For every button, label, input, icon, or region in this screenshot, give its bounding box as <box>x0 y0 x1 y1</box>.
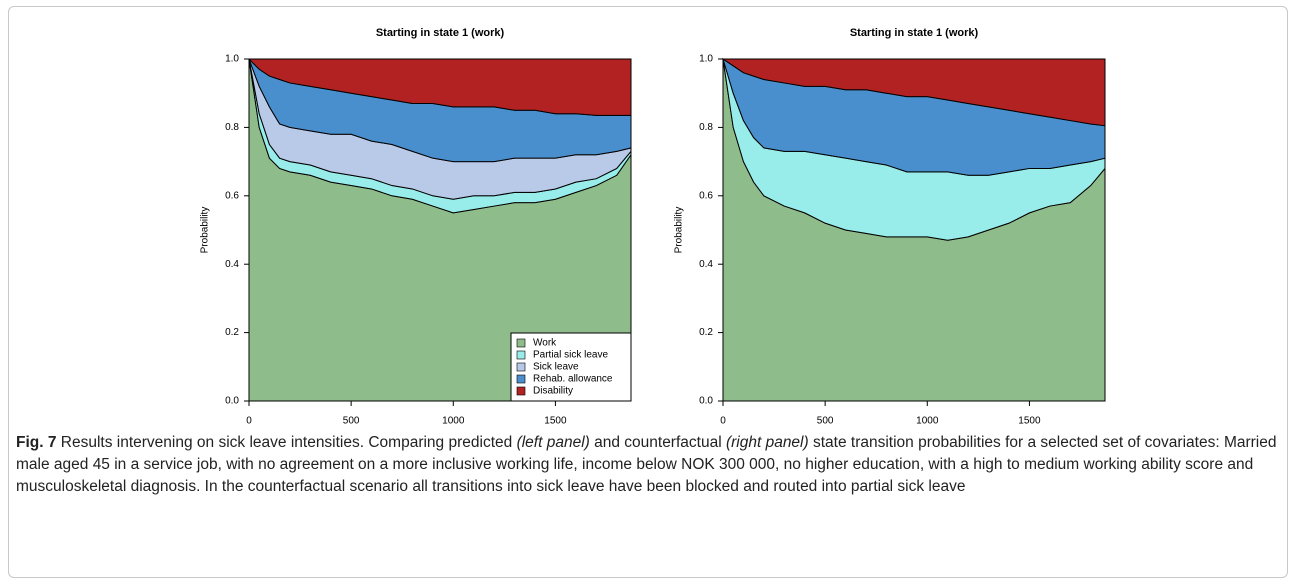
y-tick-label: 0.4 <box>225 259 239 270</box>
legend-swatch <box>516 374 526 384</box>
caption-text: (left panel) <box>516 434 590 451</box>
chart-title: Starting in state 1 (work) <box>376 27 505 39</box>
area <box>247 58 632 116</box>
chart-title: Starting in state 1 (work) <box>850 27 979 39</box>
caption-text: state transition probabilities for a sel… <box>16 434 1277 495</box>
y-tick-label: 0.6 <box>225 190 239 201</box>
x-tick-label: 500 <box>343 416 360 427</box>
y-tick-label: 0.8 <box>225 122 239 133</box>
legend-box <box>510 332 632 402</box>
y-tick-label: 1.0 <box>225 54 239 65</box>
y-axis-label: Probability <box>200 207 211 254</box>
caption-text: (right panel) <box>725 434 809 451</box>
figure: Starting in state 1 (work) 0.0 0.2 0.4 0.6 0.… <box>200 27 1106 427</box>
legend-swatch <box>516 338 526 348</box>
area <box>721 58 1106 127</box>
legend-label: Disability <box>533 386 573 397</box>
y-tick-label: 0.0 <box>699 396 713 407</box>
y-axis-label: Probability <box>674 207 685 254</box>
caption-label: Fig. 7 <box>16 434 57 451</box>
y-tick-label: 0.8 <box>699 122 713 133</box>
caption-text: and counterfactual <box>589 434 726 451</box>
x-tick-label: 1000 <box>916 416 939 427</box>
x-tick-label: 1500 <box>544 416 567 427</box>
caption-text: Results intervening on sick leave intens… <box>56 434 517 451</box>
legend-swatch <box>516 350 526 360</box>
x-tick-label: 0 <box>246 416 252 427</box>
caption: Fig. 7 Results intervening on sick leave… <box>16 432 1278 498</box>
legend-label: Partial sick leave <box>533 350 608 361</box>
legend-label: Work <box>533 338 557 349</box>
x-tick-label: 0 <box>720 416 726 427</box>
y-tick-label: 0.2 <box>699 327 713 338</box>
legend-label: Sick leave <box>533 362 579 373</box>
x-tick-label: 1500 <box>1018 416 1041 427</box>
legend-swatch <box>516 362 526 372</box>
y-tick-label: 0.6 <box>699 190 713 201</box>
y-tick-label: 0.0 <box>225 396 239 407</box>
legend-swatch <box>516 386 526 396</box>
figure-frame <box>8 6 1288 578</box>
y-tick-label: 0.2 <box>225 327 239 338</box>
x-tick-label: 500 <box>817 416 834 427</box>
x-tick-label: 1000 <box>442 416 465 427</box>
y-tick-label: 0.4 <box>699 259 713 270</box>
legend-label: Rehab. allowance <box>533 374 613 385</box>
y-tick-label: 1.0 <box>699 54 713 65</box>
